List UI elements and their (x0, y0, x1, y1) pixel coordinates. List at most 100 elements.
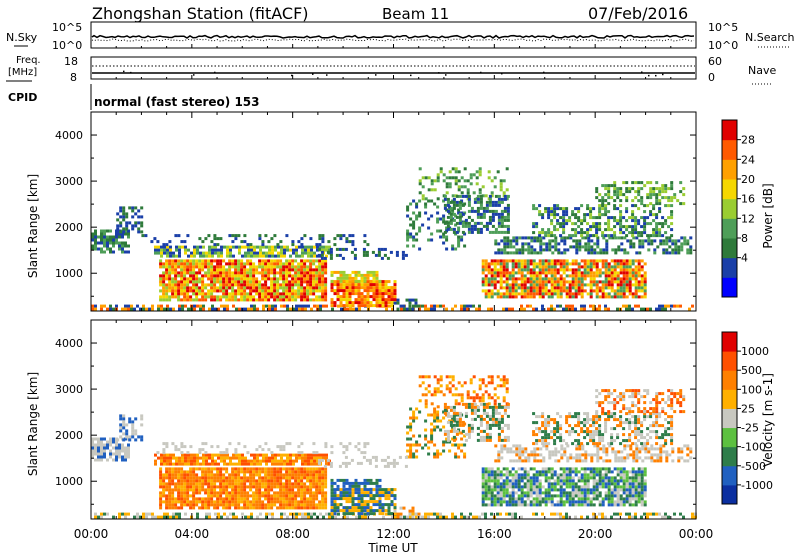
data-cell (571, 274, 575, 278)
data-cell (125, 423, 129, 427)
data-cell (273, 479, 277, 483)
data-cell (517, 262, 521, 266)
data-cell (286, 248, 289, 252)
data-cell (679, 190, 683, 194)
data-cell (195, 482, 199, 486)
data-cell (288, 295, 292, 299)
data-cell (628, 280, 632, 284)
data-cell (520, 292, 524, 296)
data-cell (261, 262, 265, 266)
data-cell (412, 304, 415, 308)
data-cell (351, 509, 355, 513)
data-cell (168, 298, 172, 302)
data-cell (688, 307, 691, 311)
data-cell (366, 512, 370, 516)
data-cell (640, 286, 644, 290)
data-cell (142, 304, 145, 308)
data-cell (599, 248, 603, 252)
data-cell (506, 212, 510, 216)
data-cell (436, 304, 439, 308)
data-cell (652, 190, 656, 194)
data-cell (288, 488, 292, 492)
data-cell (324, 503, 328, 507)
data-cell (321, 271, 325, 275)
data-cell (264, 467, 268, 471)
data-cell (291, 240, 295, 244)
data-cell (463, 307, 466, 311)
data-cell (496, 271, 500, 275)
data-cell (232, 254, 235, 258)
data-cell (320, 250, 324, 254)
data-cell (271, 453, 274, 457)
data-cell (532, 259, 536, 263)
data-cell (136, 512, 139, 516)
data-cell (175, 512, 178, 516)
data-cell (488, 197, 492, 201)
data-cell (484, 390, 488, 394)
data-cell (286, 453, 289, 457)
data-cell (538, 234, 542, 238)
data-cell (381, 298, 385, 302)
data-cell (315, 470, 319, 474)
data-cell (270, 482, 274, 486)
data-cell (94, 515, 97, 519)
data-cell (318, 268, 322, 272)
data-cell (649, 181, 653, 185)
data-cell (541, 265, 545, 269)
data-cell (237, 259, 241, 263)
data-cell (292, 459, 295, 463)
data-cell (285, 280, 289, 284)
data-cell (473, 200, 477, 204)
data-cell (541, 289, 545, 293)
data-cell (506, 251, 510, 255)
data-cell (315, 298, 319, 302)
data-cell (643, 283, 647, 287)
data-cell (310, 248, 313, 252)
data-cell (261, 494, 265, 498)
data-cell (261, 268, 265, 272)
data-cell (216, 491, 220, 495)
data-cell (452, 227, 456, 231)
data-cell (309, 268, 313, 272)
data-cell (210, 240, 214, 244)
data-cell (497, 197, 501, 201)
data-cell (94, 244, 97, 248)
data-cell (363, 286, 367, 290)
data-cell (324, 283, 328, 287)
data-cell (295, 515, 298, 519)
data-cell (433, 387, 437, 391)
data-cell (550, 271, 554, 275)
data-cell (159, 491, 163, 495)
data-cell (430, 214, 434, 218)
data-cell (165, 506, 169, 510)
data-cell (213, 482, 217, 486)
data-cell (118, 241, 121, 245)
data-cell (210, 479, 214, 483)
data-cell (217, 515, 220, 519)
data-cell (318, 473, 322, 477)
data-cell (472, 396, 476, 400)
data-cell (343, 515, 346, 519)
data-cell (258, 265, 262, 269)
data-cell (198, 448, 202, 452)
data-cell (554, 236, 558, 240)
data-cell (478, 515, 481, 519)
data-cell (369, 478, 373, 482)
data-cell (312, 473, 316, 477)
data-cell (640, 216, 644, 220)
data-cell (261, 476, 265, 480)
data-cell (265, 304, 268, 308)
data-cell (231, 283, 235, 287)
data-cell (303, 491, 307, 495)
data-cell (497, 224, 501, 228)
data-cell (601, 199, 605, 203)
data-cell (409, 449, 413, 453)
data-cell (496, 262, 500, 266)
nsearch-label: N.Search (745, 31, 795, 44)
data-cell (604, 184, 608, 188)
data-cell (454, 402, 458, 406)
data-cell (511, 262, 515, 266)
data-cell (243, 494, 247, 498)
data-cell (497, 248, 501, 252)
data-cell (282, 277, 286, 281)
